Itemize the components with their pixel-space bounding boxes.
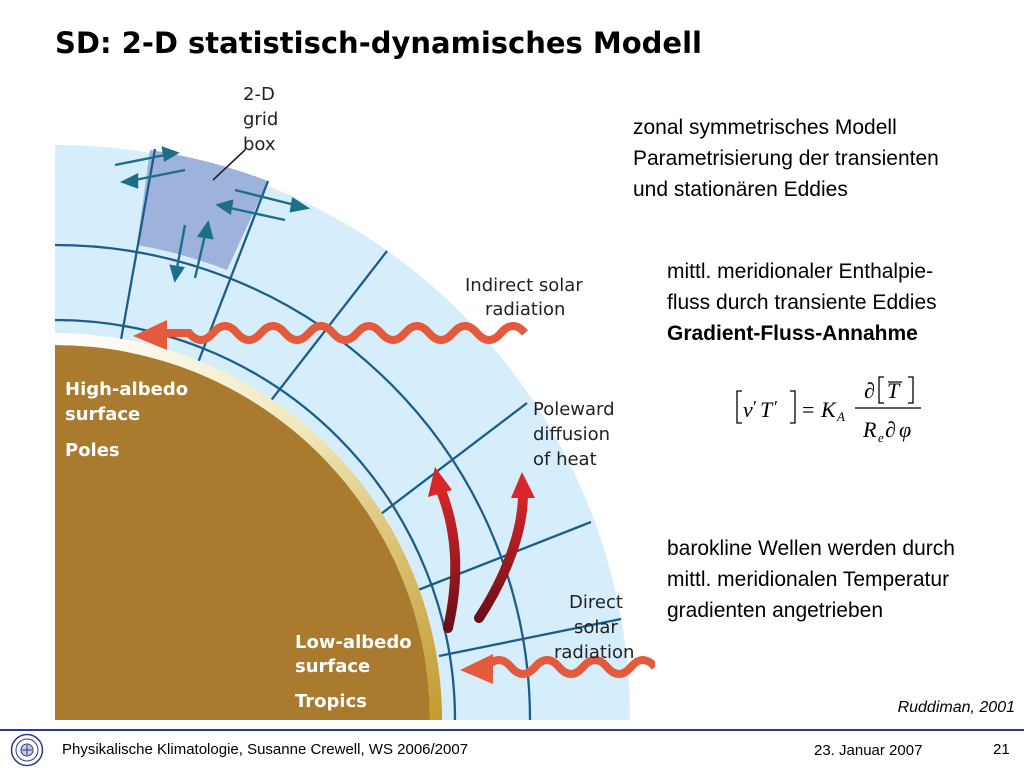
low-albedo-label: Low-albedo surface Tropics	[295, 632, 412, 712]
gradient-flux-heading: Gradient-Fluss-Annahme	[667, 322, 918, 345]
slide-title: SD: 2-D statistisch-dynamisches Modell	[55, 26, 702, 60]
atmosphere-diagram: 2-D grid box Indirect solar radiation Polew…	[55, 84, 655, 720]
svg-text:φ: φ	[899, 417, 911, 442]
text-line: fluss durch transiente Eddies	[667, 291, 937, 314]
text-line: Parametrisierung der transienten	[633, 147, 939, 170]
text-line: barokline Wellen werden durch	[667, 537, 955, 560]
grid-box-highlight	[137, 150, 268, 270]
enthalpy-flux-description: mittl. meridionaler Enthalpie- fluss dur…	[667, 256, 937, 349]
svg-text:∂: ∂	[864, 378, 875, 403]
svg-text:=: =	[802, 397, 814, 422]
gradient-flux-formula: v ′ T ′ = K A ∂ T R e ∂ φ	[736, 376, 921, 445]
model-description: zonal symmetrisches Modell Parametrisier…	[633, 112, 939, 205]
earth-surface	[55, 345, 430, 720]
poleward-arrow-left	[435, 483, 461, 633]
text-line: mittl. meridionaler Enthalpie-	[667, 260, 934, 283]
poleward-diffusion-label: Poleward diffusion of heat	[533, 399, 615, 470]
svg-text:K: K	[820, 397, 837, 422]
direct-radiation-label: Direct solar radiation	[554, 592, 634, 663]
figure-citation: Ruddiman, 2001	[897, 699, 1015, 716]
svg-text:e: e	[878, 430, 884, 445]
text-line: gradienten angetrieben	[667, 599, 884, 622]
text-line: mittl. meridionalen Temperatur	[667, 568, 950, 591]
university-seal-icon	[10, 733, 44, 767]
svg-text:∂: ∂	[885, 417, 896, 442]
svg-text:A: A	[836, 409, 845, 424]
svg-text:′: ′	[774, 397, 778, 417]
footer-course-info: Physikalische Klimatologie, Susanne Crew…	[62, 741, 469, 758]
footer-divider	[0, 729, 1024, 731]
svg-text:T: T	[887, 378, 901, 403]
svg-text:v: v	[743, 397, 753, 422]
svg-text:′: ′	[753, 397, 757, 417]
svg-text:T: T	[760, 397, 774, 422]
high-albedo-label: High-albedo surface Poles	[65, 379, 188, 461]
indirect-radiation-label: Indirect solar radiation	[465, 275, 583, 320]
poleward-arrow-right	[474, 489, 528, 623]
page-number: 21	[993, 741, 1010, 758]
grid-box-label: 2-D grid box	[243, 84, 278, 155]
direct-radiation-arrow	[478, 656, 655, 678]
indirect-radiation-arrow	[165, 322, 529, 344]
text-line: zonal symmetrisches Modell	[633, 116, 897, 139]
text-line: und stationären Eddies	[633, 178, 848, 201]
svg-text:R: R	[862, 417, 877, 442]
baroclinic-description: barokline Wellen werden durch mittl. mer…	[667, 533, 955, 626]
footer-date: 23. Januar 2007	[814, 742, 923, 759]
